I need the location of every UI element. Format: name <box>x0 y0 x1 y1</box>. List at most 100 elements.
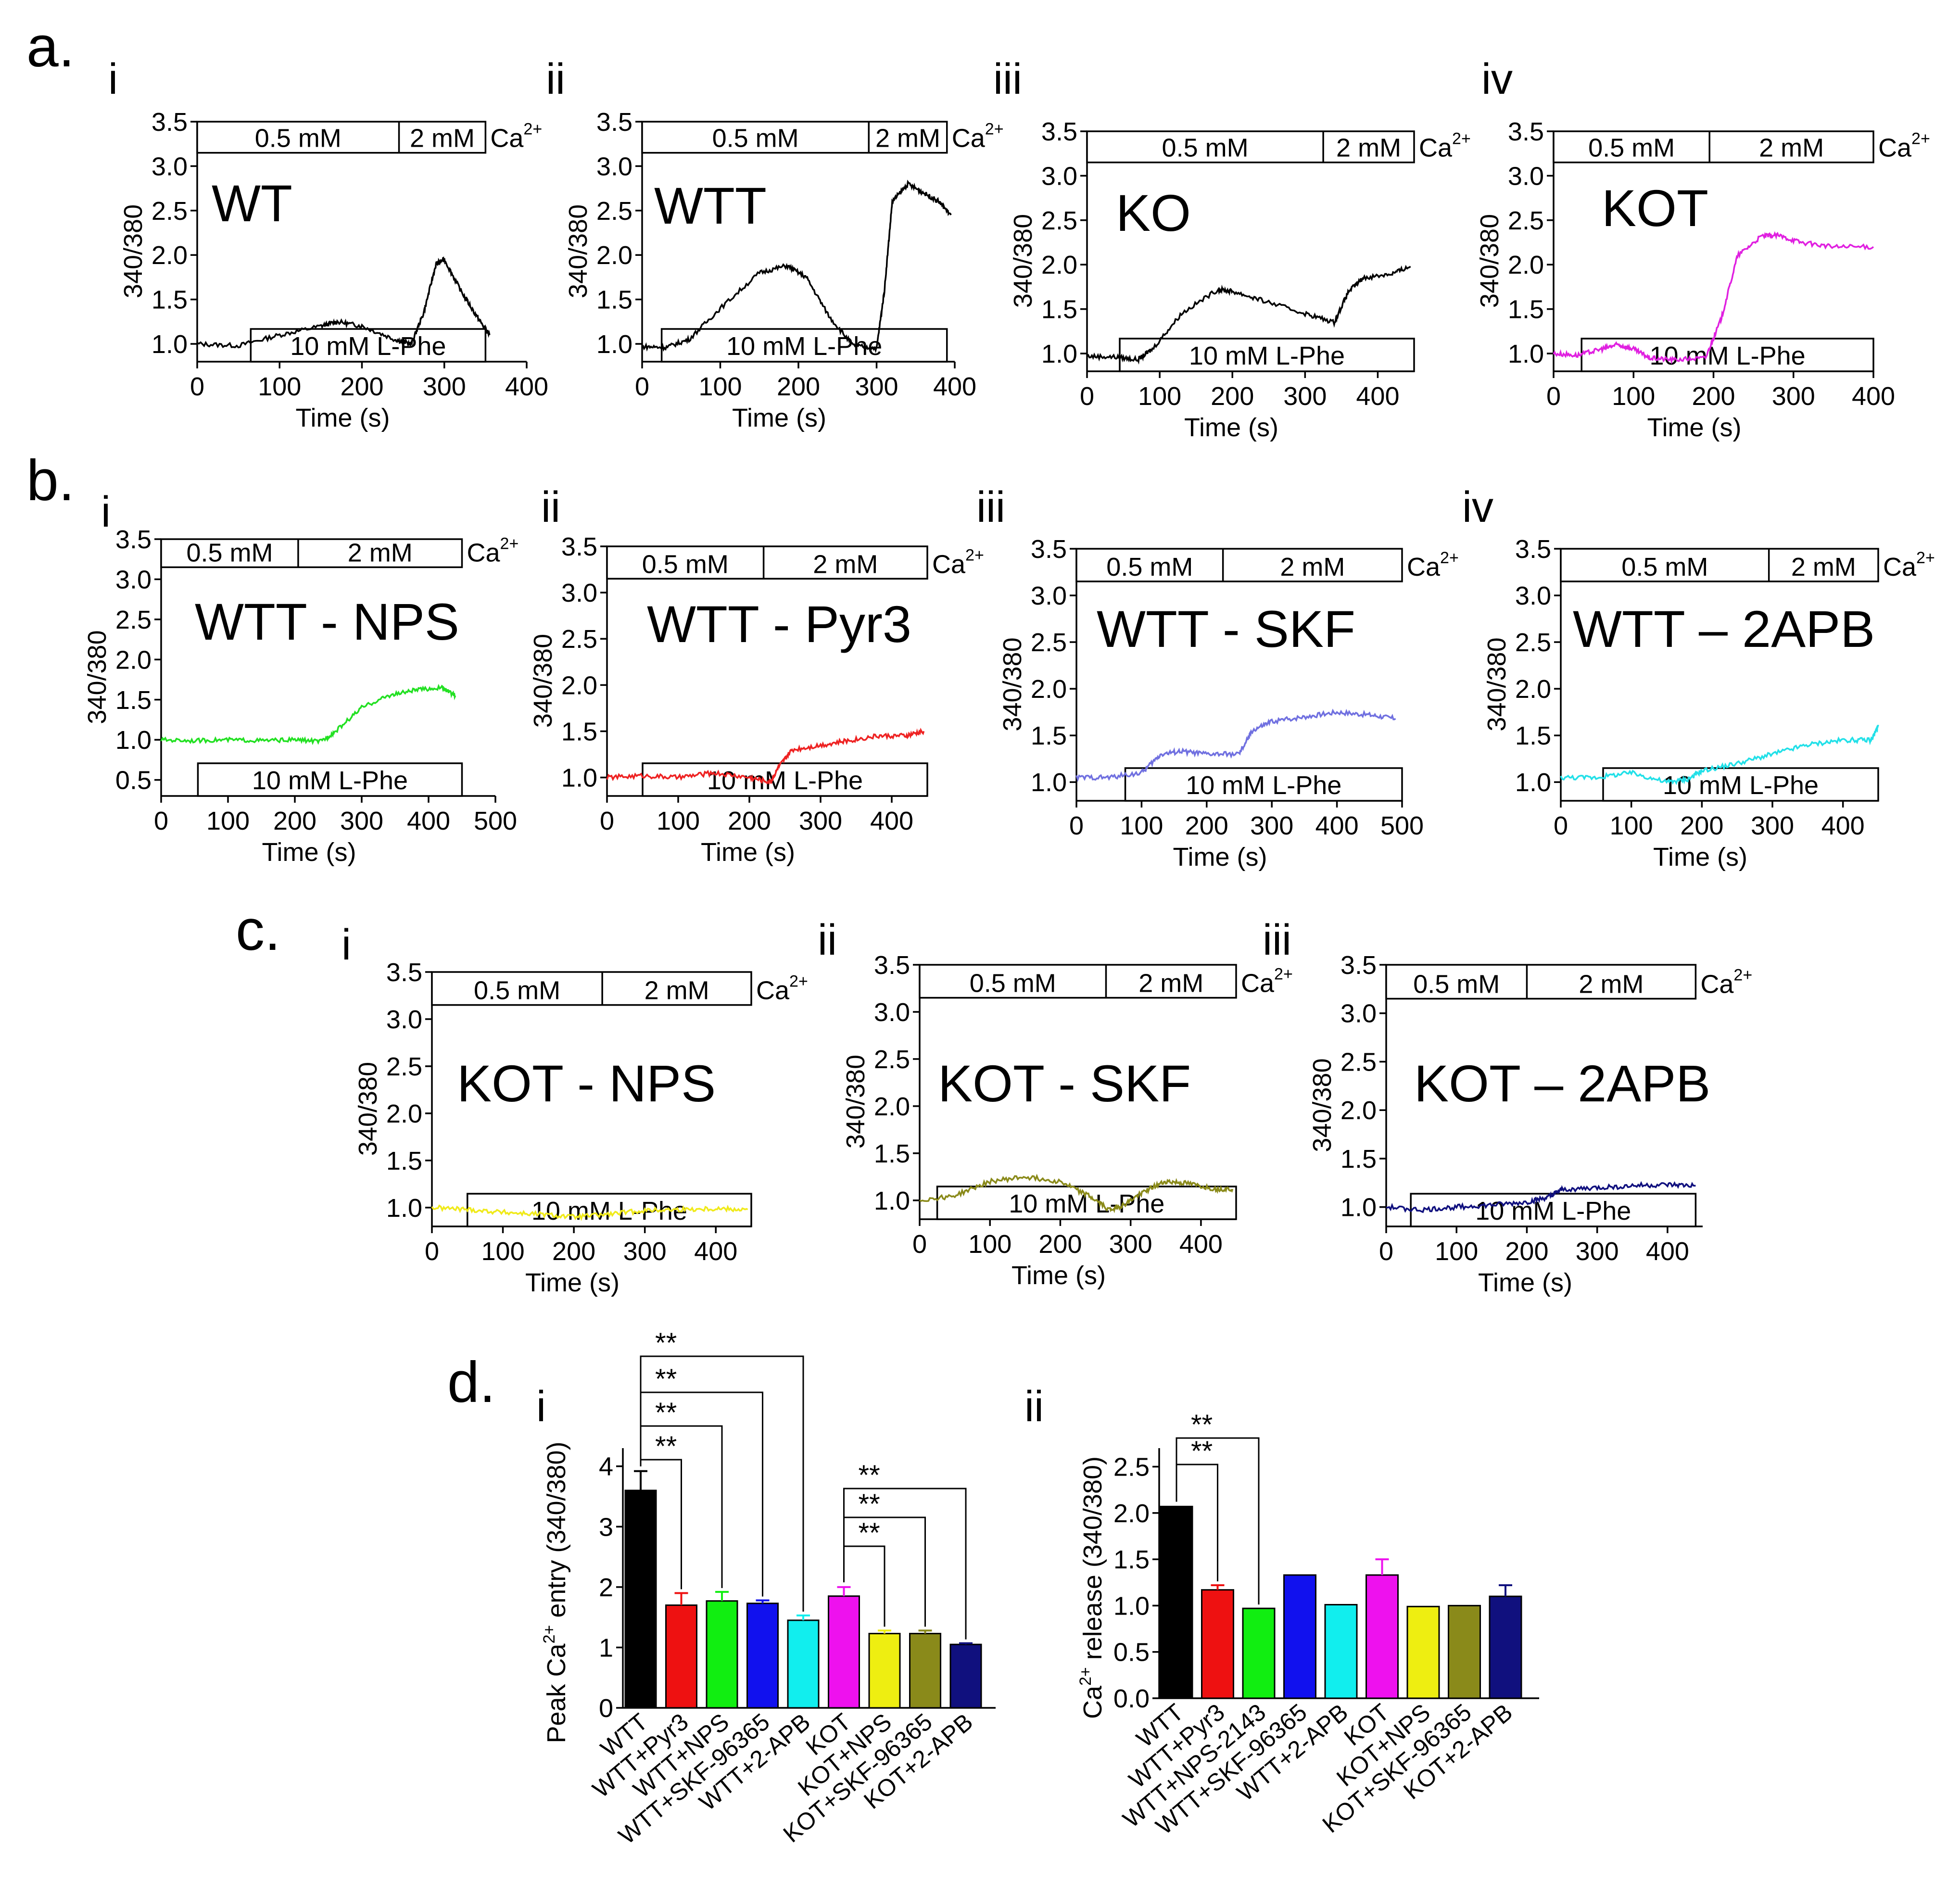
y-tick-label: 3.0 <box>874 998 910 1027</box>
calcium-high-label: 2 mM <box>1336 134 1401 163</box>
roman-a-ii: ii <box>546 55 565 103</box>
trace-line <box>1075 708 1396 782</box>
x-tick-label: 100 <box>1612 382 1655 411</box>
y-axis-title: 340/380 <box>1482 637 1511 731</box>
calcium-low-label: 0.5 mM <box>712 124 799 153</box>
y-title-sup: 2+ <box>540 1625 558 1644</box>
calcium-high-label: 2 mM <box>1791 553 1856 581</box>
y-tick-label: 2.0 <box>874 1092 910 1121</box>
calcium-charge: 2+ <box>1452 130 1471 148</box>
y-tick-label: 2.5 <box>561 625 597 654</box>
roman-b-iii: iii <box>976 483 1005 531</box>
trace-line <box>431 1204 748 1221</box>
condition-label: WT <box>212 174 292 232</box>
calcium-ion-label: Ca2+ <box>756 972 808 1005</box>
calcium-ion-label: Ca2+ <box>467 534 519 567</box>
x-tick-label: 200 <box>340 372 383 401</box>
calcium-low-label: 0.5 mM <box>255 124 341 153</box>
calcium-low-label: 0.5 mM <box>474 976 560 1005</box>
y-tick-label: 2.0 <box>115 645 152 674</box>
calcium-bar <box>196 121 487 154</box>
trace-panels: 1.0 1.5 2.0 2.5 3.0 3.5 0 100 200 300 400 Time (s) 3… <box>83 108 1935 1297</box>
trace-line <box>606 727 925 785</box>
x-tick-label: 200 <box>1680 811 1723 840</box>
bar-3 <box>1283 1574 1316 1699</box>
calcium-charge: 2+ <box>789 972 808 991</box>
trace-panel-c-i: 1.0 1.5 2.0 2.5 3.0 3.5 0 100 200 300 400 Time (s) 3… <box>354 958 808 1297</box>
calcium-ion-label: Ca2+ <box>1700 966 1752 999</box>
x-tick-label: 300 <box>1576 1237 1619 1266</box>
calcium-ion-label: Ca2+ <box>1883 549 1935 581</box>
y-tick-label: 1.0 <box>115 726 152 755</box>
y-tick-label: 2.0 <box>1031 675 1067 704</box>
y-tick-label: 3.0 <box>596 152 632 181</box>
y-axis-title: Peak Ca2+ entry (340/380) <box>540 1441 571 1743</box>
lphe-label: 10 mM L-Phe <box>290 332 446 361</box>
calcium-bar <box>1560 548 1879 582</box>
significance-label: ** <box>1191 1436 1213 1467</box>
y-tick-label: 2.5 <box>386 1052 422 1081</box>
roman-b-ii: ii <box>541 483 560 531</box>
x-tick-label: 0 <box>1546 382 1561 411</box>
calcium-high-label: 2 mM <box>348 538 413 567</box>
x-tick-label: 100 <box>1120 811 1163 840</box>
bar-4 <box>787 1619 820 1709</box>
x-tick-label: 200 <box>1185 811 1228 840</box>
y-title-part: Ca <box>1078 1685 1107 1719</box>
y-tick-label: 1.0 <box>561 764 597 793</box>
x-tick-label: 300 <box>1772 382 1815 411</box>
x-axis-title: Time (s) <box>296 404 390 432</box>
y-tick-label: 1.0 <box>596 330 632 359</box>
y-tick-label: 1.0 <box>1515 768 1551 797</box>
calcium-charge: 2+ <box>985 120 1004 139</box>
trace-panel-b-iv: 1.0 1.5 2.0 2.5 3.0 3.5 0 100 200 300 400 Time (s) 3… <box>1482 535 1935 871</box>
calcium-charge: 2+ <box>523 120 542 139</box>
y-tick-label: 1.5 <box>874 1139 910 1168</box>
x-tick-label: 500 <box>1380 811 1424 840</box>
roman-d-i: i <box>536 1383 546 1431</box>
calcium-high-label: 2 mM <box>410 124 475 153</box>
calcium-ion-label: Ca2+ <box>952 120 1004 153</box>
calcium-charge: 2+ <box>1440 549 1459 567</box>
y-tick-label: 0.5 <box>1113 1638 1150 1667</box>
y-axis-title: 340/380 <box>1009 214 1037 308</box>
x-tick-label: 300 <box>1751 811 1794 840</box>
trace-panel-a-i: 1.0 1.5 2.0 2.5 3.0 3.5 0 100 200 300 400 Time (s) 3… <box>119 108 548 432</box>
bar-6 <box>868 1633 901 1709</box>
lphe-label: 10 mM L-Phe <box>1189 341 1345 370</box>
y-tick-label: 3.0 <box>152 152 188 181</box>
x-tick-label: 400 <box>870 807 913 835</box>
x-tick-label: 400 <box>1179 1230 1223 1259</box>
x-tick-label: 200 <box>1211 382 1254 411</box>
bar-1 <box>1201 1589 1234 1699</box>
x-tick-label: 400 <box>1356 382 1399 411</box>
lphe-bar <box>1124 767 1403 802</box>
trace-panel-c-iii: 1.0 1.5 2.0 2.5 3.0 3.5 0 100 200 300 400 Time (s) 3… <box>1308 951 1752 1297</box>
bar-2 <box>706 1600 738 1709</box>
y-tick-label: 3.0 <box>1515 581 1551 610</box>
y-axis-title: 340/380 <box>83 630 112 724</box>
y-tick-label: 1 <box>599 1633 613 1662</box>
x-tick-label: 200 <box>777 372 820 401</box>
calcium-low-label: 0.5 mM <box>1162 134 1249 163</box>
condition-label: KO <box>1116 184 1191 242</box>
y-tick-label: 2.5 <box>1031 628 1067 657</box>
y-title-sup: 2+ <box>1076 1667 1095 1686</box>
y-tick-label: 2.0 <box>1515 675 1551 704</box>
x-tick-label: 200 <box>552 1237 595 1266</box>
lphe-label: 10 mM L-Phe <box>1663 771 1819 800</box>
x-tick-label: 100 <box>1435 1237 1478 1266</box>
y-tick-label: 2.5 <box>1113 1453 1150 1482</box>
y-tick-label: 2.5 <box>1041 206 1077 235</box>
x-tick-label: 400 <box>407 807 450 835</box>
y-tick-label: 3.5 <box>1515 535 1551 564</box>
y-tick-label: 3.0 <box>1508 162 1544 190</box>
y-title-part: Peak Ca <box>542 1643 571 1743</box>
x-tick-label: 0 <box>1379 1237 1393 1266</box>
y-tick-label: 3.0 <box>1340 999 1377 1028</box>
y-tick-label: 3.0 <box>115 565 152 594</box>
panel-label-a: a. <box>26 14 75 79</box>
